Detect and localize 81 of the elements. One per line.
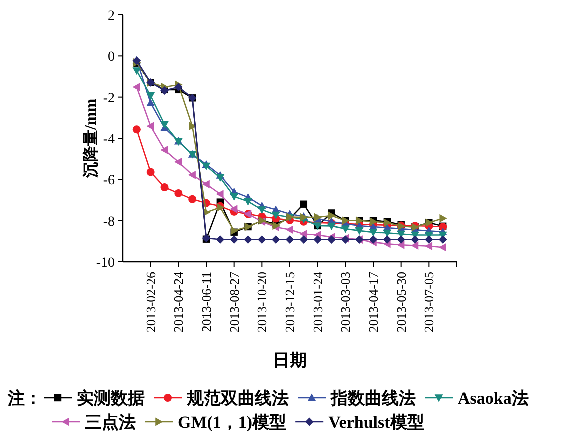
- point: [258, 236, 266, 244]
- legend-label: 实测数据: [77, 389, 145, 408]
- legend-title: 注：: [7, 389, 42, 408]
- point: [440, 214, 448, 223]
- point: [230, 205, 238, 214]
- y-tick-label: -6: [103, 174, 115, 189]
- y-tick-label: -2: [103, 91, 115, 106]
- point: [411, 236, 420, 244]
- point: [174, 83, 183, 92]
- y-tick-label: -10: [96, 256, 115, 271]
- point: [286, 226, 294, 234]
- x-tick-label: 2013-02-26: [143, 272, 158, 333]
- point: [230, 193, 239, 201]
- legend-label: 规范双曲线法: [186, 389, 289, 408]
- x-tick-label: 2013-07-05: [422, 272, 437, 333]
- point: [188, 195, 197, 204]
- point: [160, 146, 168, 154]
- point: [300, 230, 308, 238]
- legend-label: 指数曲线法: [330, 389, 416, 408]
- point: [132, 83, 140, 92]
- point: [216, 236, 225, 244]
- x-axis-title: 日期: [273, 351, 307, 370]
- point: [272, 236, 280, 244]
- point: [424, 236, 434, 244]
- point: [202, 180, 210, 189]
- y-axis-title: 沉降量/mm: [82, 98, 100, 180]
- point: [328, 212, 336, 220]
- point: [272, 212, 280, 220]
- y-tick-label: -8: [103, 214, 115, 230]
- point: [244, 236, 252, 244]
- y-tick-label: -4: [103, 132, 115, 148]
- y-tick-label: 2: [108, 9, 115, 24]
- point: [258, 206, 266, 214]
- y-tick-label: 0: [108, 50, 115, 66]
- point: [174, 158, 182, 166]
- point: [160, 183, 169, 192]
- point: [300, 236, 308, 244]
- point: [438, 243, 446, 252]
- point: [146, 98, 156, 106]
- point: [424, 242, 433, 251]
- point: [369, 229, 378, 237]
- legend-label: Verhulst模型: [328, 413, 424, 432]
- x-tick-label: 2013-04-17: [366, 272, 381, 333]
- point: [216, 190, 224, 198]
- point: [146, 122, 154, 131]
- legend-label: 三点法: [85, 413, 136, 432]
- point: [369, 236, 378, 244]
- x-tick-label: 2013-08-27: [226, 272, 242, 333]
- point: [202, 162, 211, 170]
- point: [383, 236, 392, 244]
- point: [189, 122, 197, 131]
- point: [314, 236, 322, 244]
- point: [146, 92, 156, 100]
- point: [328, 236, 336, 244]
- point: [438, 236, 448, 244]
- x-tick-label: 2013-10-20: [254, 272, 270, 333]
- point: [146, 168, 155, 176]
- point: [328, 222, 336, 230]
- point: [132, 126, 141, 134]
- point: [244, 198, 252, 206]
- point: [341, 226, 350, 234]
- point: [397, 236, 406, 244]
- x-tick-label: 2013-01-24: [310, 272, 326, 333]
- x-tick-label: 2013-03-03: [338, 272, 354, 333]
- x-tick-label: 2013-05-30: [394, 272, 409, 333]
- point: [411, 242, 419, 250]
- point: [286, 236, 294, 244]
- x-tick-label: 2013-06-11: [199, 272, 214, 332]
- point: [174, 189, 183, 198]
- point: [355, 228, 364, 236]
- x-tick-label: 2013-12-15: [282, 272, 298, 333]
- x-tick-label: 2013-04-24: [171, 272, 186, 333]
- point: [300, 200, 308, 208]
- point: [132, 68, 142, 76]
- legend-label: GM(1，1)模型: [178, 413, 287, 432]
- point: [216, 174, 225, 182]
- point: [383, 230, 392, 238]
- point: [188, 170, 196, 180]
- legend-label: Asaoka法: [458, 389, 529, 408]
- point: [160, 121, 169, 129]
- point: [230, 236, 239, 244]
